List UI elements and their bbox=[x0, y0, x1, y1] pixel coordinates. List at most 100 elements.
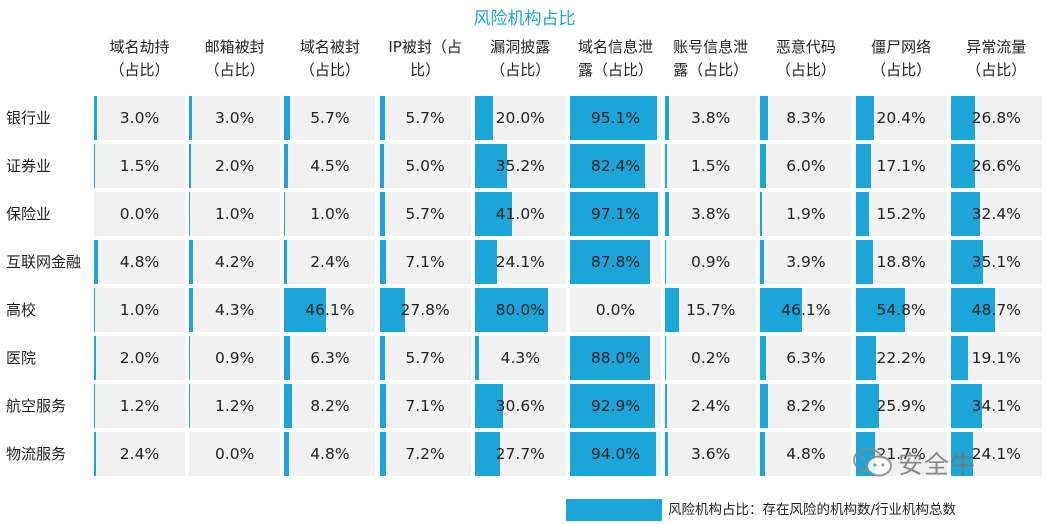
table-cell: 15.7% bbox=[665, 288, 757, 332]
value-bar bbox=[760, 432, 765, 476]
value-label: 0.0% bbox=[214, 445, 255, 463]
value-bar bbox=[94, 240, 99, 284]
value-label: 2.4% bbox=[119, 445, 160, 463]
value-label: 32.4% bbox=[971, 205, 1021, 223]
value-label: 5.7% bbox=[405, 349, 445, 367]
value-bar bbox=[855, 384, 880, 428]
column-header: IP被封（占 比） bbox=[380, 36, 471, 86]
value-label: 5.0% bbox=[405, 157, 445, 175]
value-bar bbox=[760, 336, 767, 380]
value-label: 1.2% bbox=[214, 397, 255, 415]
value-bar bbox=[284, 144, 289, 188]
value-label: 20.0% bbox=[495, 109, 545, 127]
value-label: 4.5% bbox=[310, 157, 350, 175]
value-label: 4.3% bbox=[500, 349, 540, 367]
table-cell: 15.2% bbox=[855, 192, 947, 236]
table-cell: 4.3% bbox=[189, 288, 281, 332]
value-bar bbox=[570, 96, 657, 140]
value-label: 1.5% bbox=[119, 157, 160, 175]
value-label: 26.8% bbox=[971, 109, 1021, 127]
table-cell: 6.3% bbox=[760, 336, 852, 380]
table-cell: 3.6% bbox=[665, 432, 757, 476]
value-bar bbox=[474, 144, 507, 188]
column-header: 域名劫持 （占比） bbox=[94, 36, 185, 86]
value-bar bbox=[665, 288, 680, 332]
column-header-line2: （占比） bbox=[966, 61, 1027, 79]
value-bar bbox=[570, 192, 659, 236]
value-bar bbox=[950, 336, 969, 380]
value-label: 5.7% bbox=[405, 109, 445, 127]
table-cell: 2.0% bbox=[189, 144, 281, 188]
table-cell: 0.0% bbox=[94, 192, 185, 236]
table-cell: 3.8% bbox=[665, 192, 757, 236]
value-label: 35.2% bbox=[495, 157, 545, 175]
value-bar bbox=[379, 336, 385, 380]
value-bar bbox=[474, 240, 497, 284]
value-bar bbox=[284, 384, 292, 428]
value-bar bbox=[189, 96, 192, 140]
value-label: 80.0% bbox=[495, 301, 545, 319]
value-bar bbox=[474, 96, 493, 140]
column-header: 恶意代码 （占比） bbox=[760, 36, 851, 86]
value-label: 3.9% bbox=[786, 253, 826, 271]
table-cell: 0.0% bbox=[189, 432, 281, 476]
value-bar bbox=[760, 96, 768, 140]
value-label: 34.1% bbox=[971, 397, 1021, 415]
watermark-text: 安全牛 bbox=[898, 450, 977, 479]
table-cell: 97.1% bbox=[570, 192, 661, 236]
value-bar bbox=[665, 240, 666, 284]
value-bar bbox=[189, 192, 191, 236]
value-label: 0.9% bbox=[214, 349, 255, 367]
column-header-line2: 比） bbox=[410, 61, 441, 79]
table-cell: 5.7% bbox=[379, 336, 471, 380]
value-label: 4.3% bbox=[214, 301, 255, 319]
value-bar bbox=[379, 192, 385, 236]
table-cell: 1.2% bbox=[189, 384, 281, 428]
table-cell: 1.9% bbox=[760, 192, 852, 236]
value-label: 8.2% bbox=[786, 397, 826, 415]
table-cell: 0.0% bbox=[570, 288, 661, 332]
value-label: 97.1% bbox=[590, 205, 641, 223]
value-bar bbox=[379, 384, 387, 428]
value-label: 2.4% bbox=[310, 253, 350, 271]
table-cell: 1.0% bbox=[189, 192, 281, 236]
value-label: 0.0% bbox=[119, 205, 160, 223]
column-header-line2: （占比） bbox=[775, 61, 836, 79]
value-label: 1.5% bbox=[690, 157, 731, 175]
value-bar bbox=[950, 240, 983, 284]
value-bar bbox=[855, 336, 876, 380]
table-cell: 20.0% bbox=[474, 96, 566, 140]
value-bar bbox=[855, 96, 875, 140]
value-bar bbox=[94, 336, 96, 380]
table-cell: 4.8% bbox=[760, 432, 852, 476]
value-label: 15.7% bbox=[686, 301, 736, 319]
value-label: 0.2% bbox=[690, 349, 731, 367]
value-bar bbox=[760, 192, 763, 236]
value-bar bbox=[665, 96, 669, 140]
value-label: 3.0% bbox=[214, 109, 255, 127]
value-bar bbox=[284, 240, 287, 284]
value-bar bbox=[950, 96, 976, 140]
table-cell: 48.7% bbox=[950, 288, 1042, 332]
value-bar bbox=[855, 192, 870, 236]
value-label: 22.2% bbox=[876, 349, 926, 367]
value-bar bbox=[284, 288, 327, 332]
wechat-icon bbox=[853, 448, 892, 477]
value-label: 26.6% bbox=[971, 157, 1021, 175]
table-cell: 94.0% bbox=[570, 432, 661, 476]
table-cell: 4.2% bbox=[189, 240, 281, 284]
table-cell: 27.7% bbox=[474, 432, 566, 476]
value-bar bbox=[760, 144, 766, 188]
table-cell: 27.8% bbox=[379, 288, 471, 332]
column-header-line1: 账号信息泄 bbox=[673, 38, 749, 56]
table-cell: 8.3% bbox=[760, 96, 852, 140]
table-cell: 6.3% bbox=[284, 336, 376, 380]
value-label: 95.1% bbox=[590, 109, 641, 127]
value-bar bbox=[570, 432, 656, 476]
value-label: 2.0% bbox=[119, 349, 160, 367]
value-label: 21.7% bbox=[876, 445, 926, 463]
value-bar bbox=[665, 432, 669, 476]
value-bar bbox=[474, 336, 479, 380]
value-label: 27.7% bbox=[495, 445, 545, 463]
table-cell: 4.8% bbox=[284, 432, 376, 476]
